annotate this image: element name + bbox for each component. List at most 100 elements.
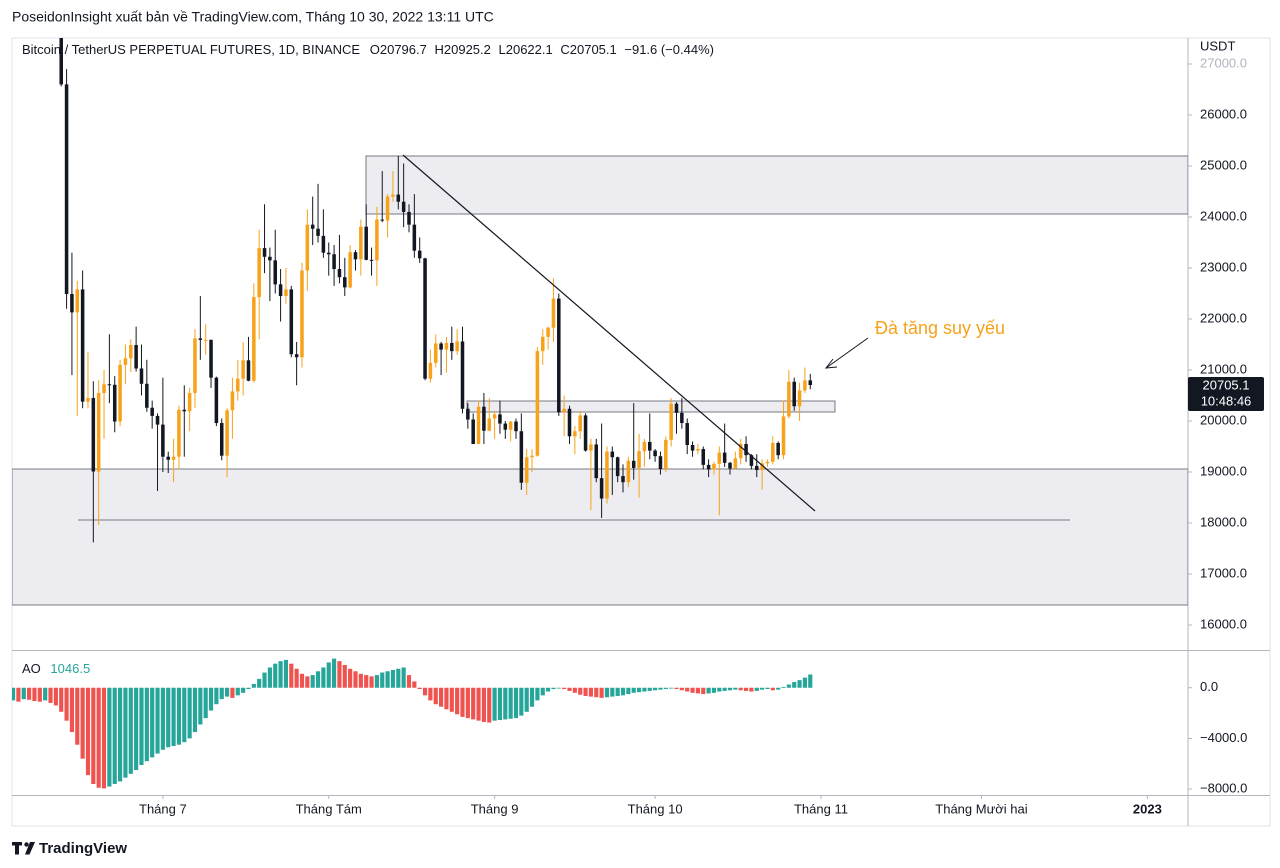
low-prefix: L (499, 42, 506, 57)
ao-bar (101, 687, 107, 789)
ao-bar (358, 673, 363, 688)
candle-body (498, 414, 502, 424)
ao-bar (422, 687, 428, 696)
ao-bar (91, 687, 96, 784)
ao-bar (139, 687, 144, 765)
candle-body (96, 392, 101, 472)
time-tick-label: 2023 (1133, 801, 1162, 816)
candle-body (487, 418, 492, 431)
ao-bar (305, 676, 310, 688)
ao-bar (556, 687, 561, 689)
ao-bar (198, 687, 203, 725)
resistance-zone (365, 155, 1188, 215)
ao-bar (374, 675, 379, 688)
candle-body (765, 461, 770, 464)
ao-bar (283, 659, 289, 688)
candle-body (59, 38, 63, 85)
ao-bar (465, 687, 470, 719)
ao-bar (155, 687, 160, 754)
ao-bar (476, 687, 481, 721)
candle-body (776, 442, 780, 456)
candle-body (797, 390, 802, 407)
last-price-box (1188, 377, 1264, 412)
ao-bar (310, 675, 315, 688)
ao-bar (21, 687, 26, 700)
ao-bar (760, 687, 765, 690)
candle-body (102, 384, 106, 393)
candle-body (583, 415, 588, 451)
candle-body (466, 408, 470, 420)
candle-body (171, 456, 176, 460)
arrow-head (824, 358, 838, 369)
candle-body (278, 284, 283, 297)
ao-bar (417, 687, 422, 690)
ao-bar (214, 687, 219, 705)
time-tick-label: Tháng Tám (296, 801, 362, 816)
candle-body (637, 451, 641, 468)
ao-bar (567, 687, 572, 691)
ao-bar (449, 687, 454, 712)
ao-bar (776, 687, 781, 690)
ao-bar (396, 668, 401, 688)
ao-legend: AO 1046.5 (22, 661, 90, 676)
ao-bar (529, 687, 535, 707)
open-prefix: O (370, 42, 380, 57)
ao-bar (337, 661, 342, 688)
ao-bar (695, 687, 700, 694)
candle-body (680, 412, 684, 424)
candle-body (161, 424, 165, 457)
ao-bar (679, 687, 684, 691)
ao-bar (187, 687, 192, 739)
ao-bar (513, 687, 519, 719)
candle-body (712, 463, 716, 470)
candle-body (225, 410, 229, 456)
candle-body (530, 455, 534, 458)
candle-body (771, 442, 775, 462)
price-tick-label: 16000.0 (1200, 616, 1247, 631)
ao-bar (235, 687, 240, 696)
legend: Bitcoin / TetherUS PERPETUAL FUTURES, 1D… (22, 42, 714, 57)
ao-bar (578, 687, 583, 695)
ao-bar (497, 687, 503, 721)
ao-bar (117, 687, 123, 782)
ao-bar (171, 687, 176, 746)
ao-bar (540, 687, 545, 696)
ao-bar (508, 687, 513, 719)
ao-bar (364, 675, 369, 688)
candle-body (605, 451, 609, 499)
candle-body (209, 339, 213, 378)
candle-body (433, 343, 438, 363)
ao-bar (390, 670, 396, 688)
price-tick-label: 24000.0 (1200, 208, 1247, 223)
candle-body (332, 254, 336, 270)
candle-body (70, 294, 74, 313)
ao-bar (546, 687, 551, 692)
ao-bar (562, 687, 567, 690)
ao-bar (37, 687, 42, 702)
publish-header: PoseidonInsight xuất bản về TradingView.… (12, 9, 494, 25)
candle-body (508, 421, 513, 430)
candle-body (294, 354, 299, 358)
ao-bar (353, 671, 358, 688)
candle-body (257, 248, 261, 298)
ao-bar (299, 673, 305, 688)
change: −91.6 (−0.44%) (624, 42, 714, 57)
price-tick-label: 17000.0 (1200, 565, 1247, 580)
high-value: 20925.2 (444, 42, 491, 57)
candle-body (728, 462, 732, 469)
candle-body (166, 456, 170, 460)
price-tick-label: 18000.0 (1200, 514, 1247, 529)
ao-bar (64, 687, 69, 721)
candle-body (787, 381, 791, 417)
ao-bar (75, 687, 80, 745)
candle-body (353, 252, 358, 260)
candle-body (219, 423, 224, 456)
candle-body (626, 460, 631, 483)
ao-bar (722, 687, 727, 691)
candle-body (439, 343, 443, 350)
ao-bar (588, 687, 593, 697)
candle-body (803, 380, 807, 391)
candle-body (337, 269, 342, 278)
ao-bar (128, 687, 133, 774)
candle-body (246, 360, 251, 381)
